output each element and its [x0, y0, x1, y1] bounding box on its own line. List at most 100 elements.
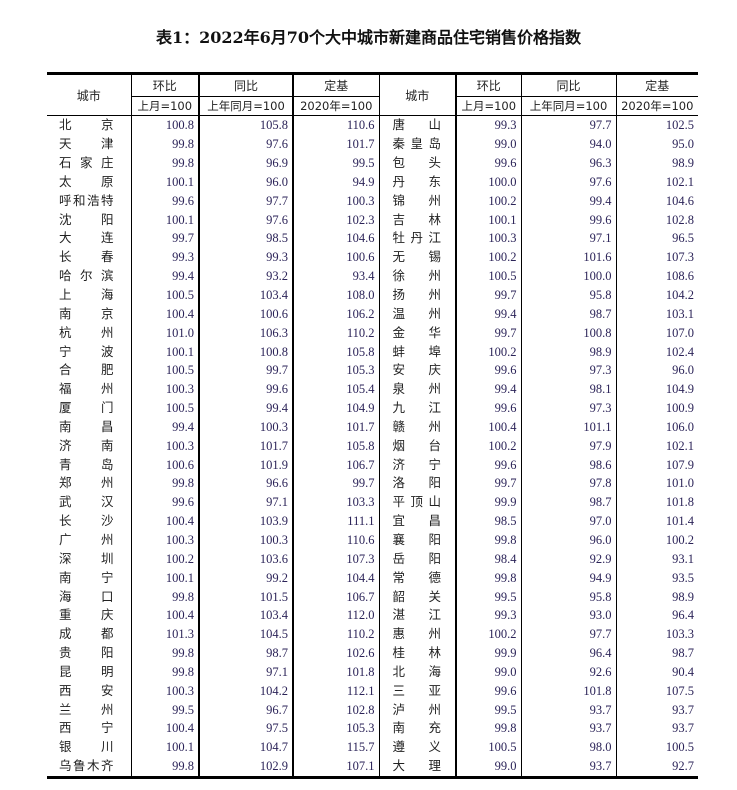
dj-value: 102.1	[665, 438, 694, 453]
city-name: 平顶山	[392, 494, 442, 510]
city-cell: 西宁	[47, 719, 132, 738]
hb-value: 99.7	[456, 323, 522, 343]
dj-value: 105.3	[293, 360, 380, 380]
table-row: 大连 99.7 98.5 104.6 牡丹江 100.3 97.1 96.5	[47, 229, 698, 248]
city-name: 沈阳	[59, 211, 114, 227]
tb-value: 93.2	[199, 266, 294, 286]
tb-value: 100.6	[199, 304, 294, 324]
city-cell: 厦门	[47, 398, 132, 418]
dj-value: 104.6	[293, 229, 380, 248]
hb-value: 99.8	[131, 643, 200, 663]
city-name: 蚌埠	[392, 343, 442, 359]
dj-value: 104.9	[293, 398, 380, 418]
tb-value: 98.7	[521, 304, 617, 324]
tb-value: 104.5	[199, 624, 294, 644]
tb-value: 96.0	[521, 530, 617, 550]
city-name: 北京	[59, 117, 114, 133]
tb-value: 97.6	[199, 134, 294, 154]
city-name: 韶关	[392, 588, 442, 604]
dj-value: 99.5	[293, 153, 380, 173]
table-row: 南京 100.4 100.6 106.2 温州 99.4 98.7 103.1	[47, 304, 698, 324]
city-name: 唐山	[392, 117, 442, 133]
header-tb-left: 同比	[199, 72, 294, 97]
city-cell: 平顶山	[379, 492, 457, 512]
city-cell: 南昌	[47, 417, 132, 437]
hb-value: 100.5	[456, 737, 522, 757]
city-cell: 乌鲁木齐	[47, 756, 132, 779]
hb-value: 99.4	[456, 379, 522, 399]
hb-value: 98.5	[456, 511, 522, 531]
dj-value: 106.2	[293, 304, 380, 324]
city-name: 南昌	[59, 418, 114, 434]
dj-value: 96.4	[672, 608, 694, 623]
city-name: 扬州	[392, 287, 442, 303]
dj-value: 104.9	[665, 382, 694, 397]
header-dj-right: 定基	[616, 72, 698, 97]
tb-value: 101.6	[521, 247, 617, 267]
dj-value: 111.1	[293, 511, 380, 531]
tb-value: 97.1	[199, 492, 294, 512]
dj-value: 94.9	[293, 172, 380, 192]
tb-value: 103.6	[199, 549, 294, 569]
city-cell: 银川	[47, 737, 132, 757]
city-cell: 哈尔滨	[47, 266, 132, 286]
table-row: 深圳 100.2 103.6 107.3 岳阳 98.4 92.9 93.1	[47, 549, 698, 569]
city-name: 济宁	[392, 456, 442, 472]
city-name: 长沙	[59, 513, 114, 529]
hb-value: 100.5	[456, 266, 522, 286]
hb-value: 99.3	[131, 247, 200, 267]
city-name: 遵义	[392, 739, 442, 755]
city-cell: 合肥	[47, 360, 132, 380]
dj-value: 102.5	[665, 118, 694, 133]
dj-value: 108.0	[293, 285, 380, 305]
tb-value: 98.7	[199, 643, 294, 663]
city-cell: 沈阳	[47, 210, 132, 230]
table-row: 长春 99.3 99.3 100.6 无锡 100.2 101.6 107.3	[47, 247, 698, 267]
table-row: 呼和浩特 99.6 97.7 100.3 锦州 100.2 99.4 104.6	[47, 191, 698, 211]
city-name: 广州	[59, 531, 114, 547]
hb-value: 99.8	[131, 662, 200, 682]
hb-value: 99.6	[456, 455, 522, 475]
city-cell: 宁波	[47, 342, 132, 361]
city-cell: 呼和浩特	[47, 191, 132, 211]
tb-value: 94.9	[521, 568, 617, 588]
hb-value: 99.8	[131, 474, 200, 493]
hb-value: 100.3	[131, 379, 200, 399]
tb-value: 102.9	[199, 756, 294, 779]
tb-value: 96.0	[199, 172, 294, 192]
tb-value: 104.7	[199, 737, 294, 757]
table-row: 西宁 100.4 97.5 105.3 南充 99.8 93.7 93.7	[47, 719, 698, 738]
city-name: 石家庄	[59, 155, 114, 171]
dj-value: 93.5	[672, 570, 694, 585]
city-name: 无锡	[392, 249, 442, 265]
tb-value: 97.8	[521, 474, 617, 493]
city-name: 宁波	[59, 343, 114, 359]
hb-value: 100.8	[131, 115, 200, 135]
hb-value: 99.8	[456, 568, 522, 588]
tb-value: 93.7	[521, 719, 617, 738]
tb-value: 105.8	[199, 115, 294, 135]
city-name: 银川	[59, 739, 114, 755]
hb-value: 100.3	[131, 436, 200, 456]
city-cell: 南宁	[47, 568, 132, 588]
city-cell: 杭州	[47, 323, 132, 343]
city-name: 桂林	[392, 645, 442, 661]
header-dj-sub-left: 2020年=100	[293, 96, 380, 116]
table-row: 南宁 100.1 99.2 104.4 常德 99.8 94.9 93.5	[47, 568, 698, 588]
hb-value: 100.2	[456, 191, 522, 211]
dj-value: 102.1	[665, 174, 694, 189]
table-title: 表1：2022年6月70个大中城市新建商品住宅销售价格指数	[155, 28, 582, 47]
city-cell: 重庆	[47, 605, 132, 625]
city-name: 长春	[59, 249, 114, 265]
dj-value: 101.4	[665, 514, 694, 529]
dj-value: 98.9	[672, 589, 694, 604]
city-name: 丹东	[392, 173, 442, 189]
city-name: 南京	[59, 305, 114, 321]
city-name: 九江	[392, 400, 442, 416]
hb-value: 99.9	[456, 492, 522, 512]
tb-value: 103.4	[199, 285, 294, 305]
header-tb-right: 同比	[521, 72, 617, 97]
dj-value: 100.6	[293, 247, 380, 267]
table-row: 南昌 99.4 100.3 101.7 赣州 100.4 101.1 106.0	[47, 417, 698, 437]
city-cell: 济南	[47, 436, 132, 456]
